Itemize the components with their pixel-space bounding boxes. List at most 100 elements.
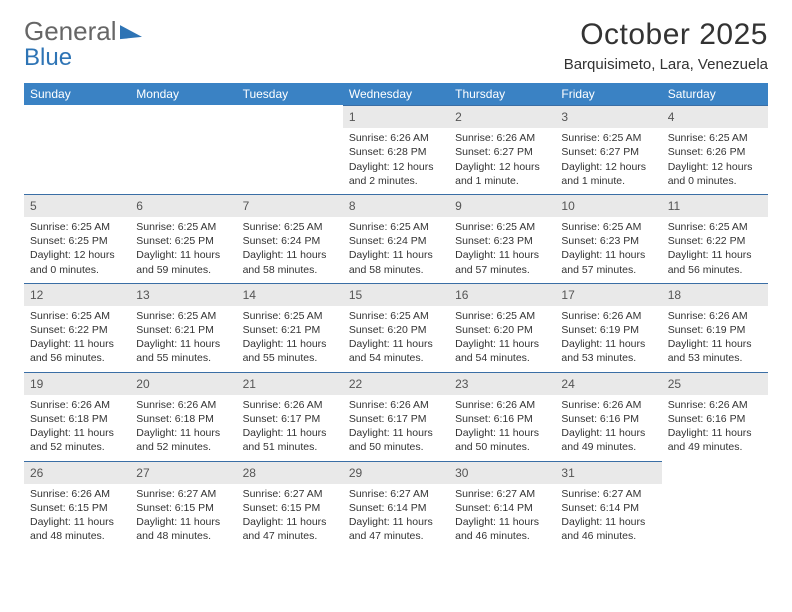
sunrise-text: Sunrise: 6:27 AM: [455, 487, 549, 501]
sunrise-text: Sunrise: 6:27 AM: [243, 487, 337, 501]
day-number: 29: [343, 461, 449, 484]
logo-line1: General: [24, 18, 117, 44]
sunrise-text: Sunrise: 6:26 AM: [561, 309, 655, 323]
sunset-text: Sunset: 6:25 PM: [30, 234, 124, 248]
calendar-table: Sunday Monday Tuesday Wednesday Thursday…: [24, 83, 768, 549]
day-body: Sunrise: 6:25 AMSunset: 6:21 PMDaylight:…: [130, 306, 236, 372]
logo: General Blue: [24, 18, 142, 70]
day-body: Sunrise: 6:25 AMSunset: 6:22 PMDaylight:…: [24, 306, 130, 372]
day-number: 28: [237, 461, 343, 484]
sunrise-text: Sunrise: 6:25 AM: [455, 309, 549, 323]
day-body: Sunrise: 6:26 AMSunset: 6:17 PMDaylight:…: [237, 395, 343, 461]
sunrise-text: Sunrise: 6:26 AM: [668, 398, 762, 412]
day-number: 6: [130, 194, 236, 217]
calendar-cell: 20Sunrise: 6:26 AMSunset: 6:18 PMDayligh…: [130, 372, 236, 461]
sunrise-text: Sunrise: 6:25 AM: [243, 220, 337, 234]
sunset-text: Sunset: 6:17 PM: [243, 412, 337, 426]
sunset-text: Sunset: 6:15 PM: [136, 501, 230, 515]
day-number: 21: [237, 372, 343, 395]
sunset-text: Sunset: 6:14 PM: [455, 501, 549, 515]
day-number: 4: [662, 105, 768, 128]
calendar-cell: 9Sunrise: 6:25 AMSunset: 6:23 PMDaylight…: [449, 194, 555, 283]
calendar-cell: 18Sunrise: 6:26 AMSunset: 6:19 PMDayligh…: [662, 283, 768, 372]
daylight-text: Daylight: 11 hours and 55 minutes.: [243, 337, 337, 365]
day-number: 17: [555, 283, 661, 306]
calendar-cell: 2Sunrise: 6:26 AMSunset: 6:27 PMDaylight…: [449, 105, 555, 194]
daylight-text: Daylight: 11 hours and 52 minutes.: [30, 426, 124, 454]
sunset-text: Sunset: 6:22 PM: [30, 323, 124, 337]
title-block: October 2025 Barquisimeto, Lara, Venezue…: [564, 18, 768, 73]
day-body: Sunrise: 6:25 AMSunset: 6:22 PMDaylight:…: [662, 217, 768, 283]
sunset-text: Sunset: 6:14 PM: [349, 501, 443, 515]
calendar-cell: [662, 461, 768, 550]
sunrise-text: Sunrise: 6:25 AM: [349, 220, 443, 234]
page-title: October 2025: [564, 18, 768, 52]
day-number: 25: [662, 372, 768, 395]
calendar-cell: 8Sunrise: 6:25 AMSunset: 6:24 PMDaylight…: [343, 194, 449, 283]
day-number: 23: [449, 372, 555, 395]
day-number: 26: [24, 461, 130, 484]
daylight-text: Daylight: 11 hours and 54 minutes.: [455, 337, 549, 365]
day-body: Sunrise: 6:25 AMSunset: 6:24 PMDaylight:…: [237, 217, 343, 283]
sunset-text: Sunset: 6:18 PM: [30, 412, 124, 426]
daylight-text: Daylight: 11 hours and 52 minutes.: [136, 426, 230, 454]
daylight-text: Daylight: 11 hours and 59 minutes.: [136, 248, 230, 276]
weekday-header: Tuesday: [237, 83, 343, 105]
day-body: Sunrise: 6:25 AMSunset: 6:24 PMDaylight:…: [343, 217, 449, 283]
daylight-text: Daylight: 12 hours and 2 minutes.: [349, 160, 443, 188]
day-number: 13: [130, 283, 236, 306]
calendar-cell: 1Sunrise: 6:26 AMSunset: 6:28 PMDaylight…: [343, 105, 449, 194]
day-body: Sunrise: 6:26 AMSunset: 6:15 PMDaylight:…: [24, 484, 130, 550]
weekday-header: Monday: [130, 83, 236, 105]
logo-text: General Blue: [24, 18, 117, 70]
calendar-cell: 27Sunrise: 6:27 AMSunset: 6:15 PMDayligh…: [130, 461, 236, 550]
calendar-row: 12Sunrise: 6:25 AMSunset: 6:22 PMDayligh…: [24, 283, 768, 372]
day-number: 14: [237, 283, 343, 306]
calendar-cell: 3Sunrise: 6:25 AMSunset: 6:27 PMDaylight…: [555, 105, 661, 194]
daylight-text: Daylight: 11 hours and 55 minutes.: [136, 337, 230, 365]
daylight-text: Daylight: 12 hours and 0 minutes.: [30, 248, 124, 276]
day-number: 22: [343, 372, 449, 395]
daylight-text: Daylight: 11 hours and 49 minutes.: [561, 426, 655, 454]
sunrise-text: Sunrise: 6:25 AM: [561, 220, 655, 234]
day-number: 27: [130, 461, 236, 484]
sunrise-text: Sunrise: 6:25 AM: [136, 220, 230, 234]
sunset-text: Sunset: 6:16 PM: [561, 412, 655, 426]
sunrise-text: Sunrise: 6:27 AM: [136, 487, 230, 501]
daylight-text: Daylight: 11 hours and 47 minutes.: [349, 515, 443, 543]
sunset-text: Sunset: 6:24 PM: [243, 234, 337, 248]
day-body: Sunrise: 6:26 AMSunset: 6:16 PMDaylight:…: [662, 395, 768, 461]
daylight-text: Daylight: 11 hours and 57 minutes.: [455, 248, 549, 276]
daylight-text: Daylight: 11 hours and 58 minutes.: [349, 248, 443, 276]
weekday-header: Sunday: [24, 83, 130, 105]
day-body: Sunrise: 6:25 AMSunset: 6:27 PMDaylight:…: [555, 128, 661, 194]
calendar-cell: [130, 105, 236, 194]
sunset-text: Sunset: 6:28 PM: [349, 145, 443, 159]
day-body: Sunrise: 6:27 AMSunset: 6:15 PMDaylight:…: [237, 484, 343, 550]
calendar-cell: 24Sunrise: 6:26 AMSunset: 6:16 PMDayligh…: [555, 372, 661, 461]
day-body: Sunrise: 6:27 AMSunset: 6:14 PMDaylight:…: [555, 484, 661, 550]
calendar-cell: 19Sunrise: 6:26 AMSunset: 6:18 PMDayligh…: [24, 372, 130, 461]
calendar-row: 5Sunrise: 6:25 AMSunset: 6:25 PMDaylight…: [24, 194, 768, 283]
day-body: Sunrise: 6:25 AMSunset: 6:23 PMDaylight:…: [555, 217, 661, 283]
day-body: Sunrise: 6:26 AMSunset: 6:28 PMDaylight:…: [343, 128, 449, 194]
sunrise-text: Sunrise: 6:25 AM: [30, 220, 124, 234]
calendar-cell: 22Sunrise: 6:26 AMSunset: 6:17 PMDayligh…: [343, 372, 449, 461]
daylight-text: Daylight: 11 hours and 56 minutes.: [30, 337, 124, 365]
weekday-header: Thursday: [449, 83, 555, 105]
sunrise-text: Sunrise: 6:26 AM: [30, 487, 124, 501]
daylight-text: Daylight: 11 hours and 49 minutes.: [668, 426, 762, 454]
calendar-cell: 21Sunrise: 6:26 AMSunset: 6:17 PMDayligh…: [237, 372, 343, 461]
day-body: Sunrise: 6:26 AMSunset: 6:16 PMDaylight:…: [449, 395, 555, 461]
day-number: 30: [449, 461, 555, 484]
sunrise-text: Sunrise: 6:26 AM: [243, 398, 337, 412]
calendar-cell: 11Sunrise: 6:25 AMSunset: 6:22 PMDayligh…: [662, 194, 768, 283]
sunrise-text: Sunrise: 6:25 AM: [455, 220, 549, 234]
calendar-cell: 17Sunrise: 6:26 AMSunset: 6:19 PMDayligh…: [555, 283, 661, 372]
sunset-text: Sunset: 6:23 PM: [561, 234, 655, 248]
day-body: Sunrise: 6:26 AMSunset: 6:18 PMDaylight:…: [130, 395, 236, 461]
calendar-cell: 4Sunrise: 6:25 AMSunset: 6:26 PMDaylight…: [662, 105, 768, 194]
calendar-cell: 29Sunrise: 6:27 AMSunset: 6:14 PMDayligh…: [343, 461, 449, 550]
day-body: Sunrise: 6:27 AMSunset: 6:14 PMDaylight:…: [343, 484, 449, 550]
sunrise-text: Sunrise: 6:27 AM: [349, 487, 443, 501]
